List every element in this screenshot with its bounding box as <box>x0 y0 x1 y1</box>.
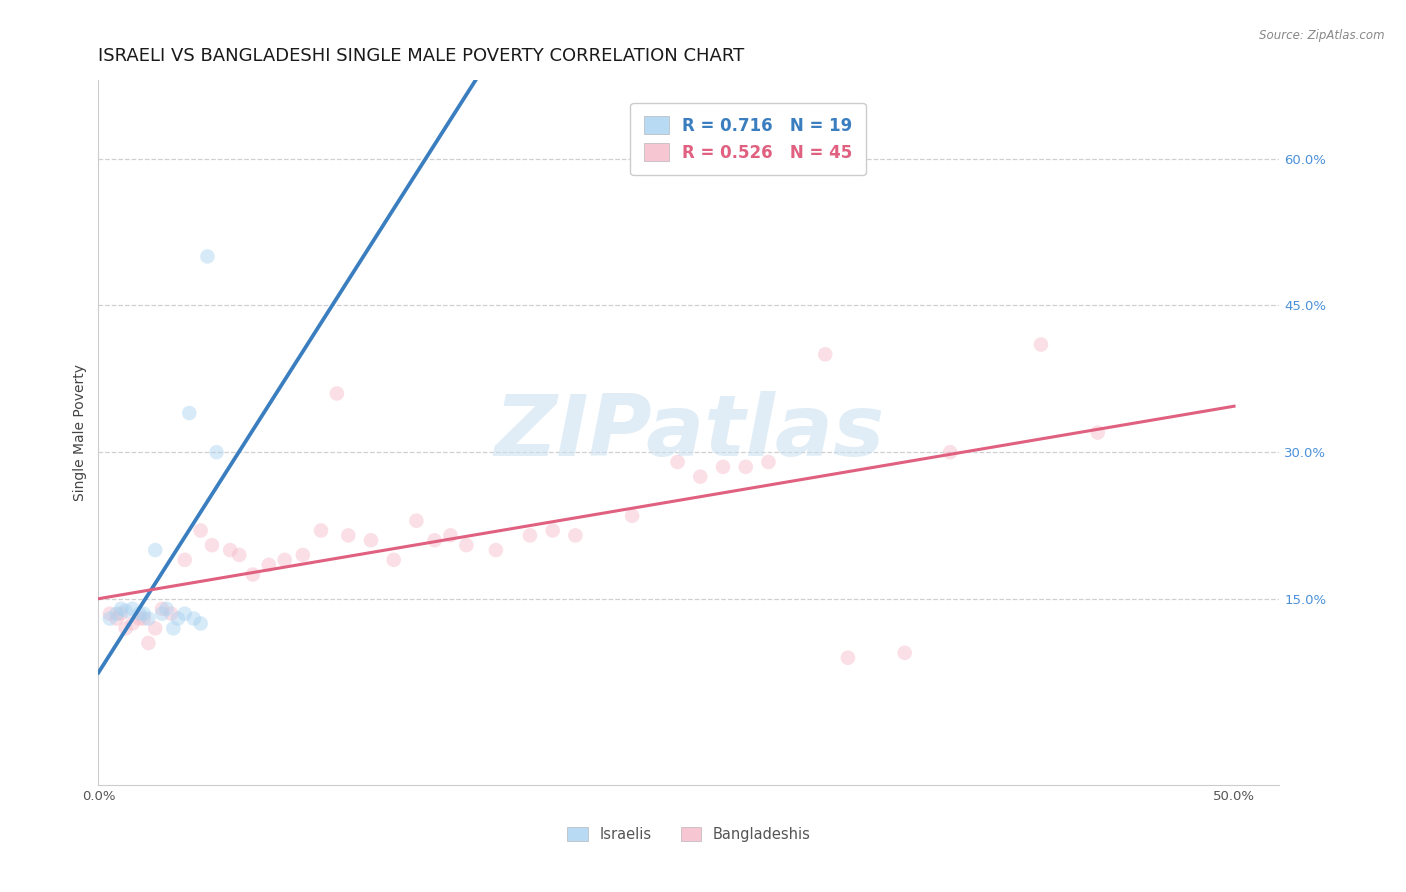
Point <box>121 616 143 631</box>
Point <box>405 514 427 528</box>
Point <box>326 386 349 401</box>
Point <box>160 607 183 621</box>
Point <box>98 611 121 625</box>
Point <box>564 528 586 542</box>
Point <box>1087 425 1109 440</box>
Point <box>155 602 177 616</box>
Point <box>1029 337 1052 351</box>
Point <box>456 538 478 552</box>
Point <box>138 611 160 625</box>
Point <box>98 607 121 621</box>
Point <box>689 469 711 483</box>
Point <box>132 607 155 621</box>
Point <box>190 616 212 631</box>
Point <box>337 528 360 542</box>
Point <box>291 548 314 562</box>
Text: Source: ZipAtlas.com: Source: ZipAtlas.com <box>1260 29 1385 42</box>
Point <box>219 543 242 558</box>
Point <box>257 558 280 572</box>
Point <box>110 607 132 621</box>
Point <box>273 553 295 567</box>
Point <box>173 607 195 621</box>
Point <box>309 524 332 538</box>
Point <box>711 459 734 474</box>
Point <box>197 250 219 264</box>
Point <box>183 611 205 625</box>
Point <box>205 445 228 459</box>
Point <box>150 607 173 621</box>
Point <box>138 636 160 650</box>
Point <box>110 602 132 616</box>
Point <box>382 553 405 567</box>
Point <box>621 508 644 523</box>
Point <box>837 650 859 665</box>
Point <box>939 445 962 459</box>
Point <box>179 406 201 420</box>
Point <box>150 602 173 616</box>
Point <box>167 611 190 625</box>
Point <box>666 455 689 469</box>
Point <box>814 347 837 361</box>
Point <box>121 602 143 616</box>
Point <box>105 611 128 625</box>
Point <box>242 567 264 582</box>
Point <box>114 604 136 618</box>
Point <box>439 528 461 542</box>
Point <box>105 607 128 621</box>
Y-axis label: Single Male Poverty: Single Male Poverty <box>73 364 87 501</box>
Point <box>360 533 382 548</box>
Point <box>143 621 166 635</box>
Point <box>758 455 780 469</box>
Point <box>114 621 136 635</box>
Text: ISRAELI VS BANGLADESHI SINGLE MALE POVERTY CORRELATION CHART: ISRAELI VS BANGLADESHI SINGLE MALE POVER… <box>98 47 745 65</box>
Point <box>485 543 508 558</box>
Point <box>128 611 150 625</box>
Point <box>201 538 224 552</box>
Text: ZIPatlas: ZIPatlas <box>494 391 884 475</box>
Point <box>173 553 195 567</box>
Point <box>132 611 155 625</box>
Point <box>190 524 212 538</box>
Point <box>128 607 150 621</box>
Point <box>162 621 184 635</box>
Point <box>734 459 756 474</box>
Point <box>893 646 915 660</box>
Point <box>143 543 166 558</box>
Point <box>541 524 564 538</box>
Point <box>228 548 250 562</box>
Point <box>519 528 541 542</box>
Legend: Israelis, Bangladeshis: Israelis, Bangladeshis <box>561 822 817 848</box>
Point <box>423 533 446 548</box>
